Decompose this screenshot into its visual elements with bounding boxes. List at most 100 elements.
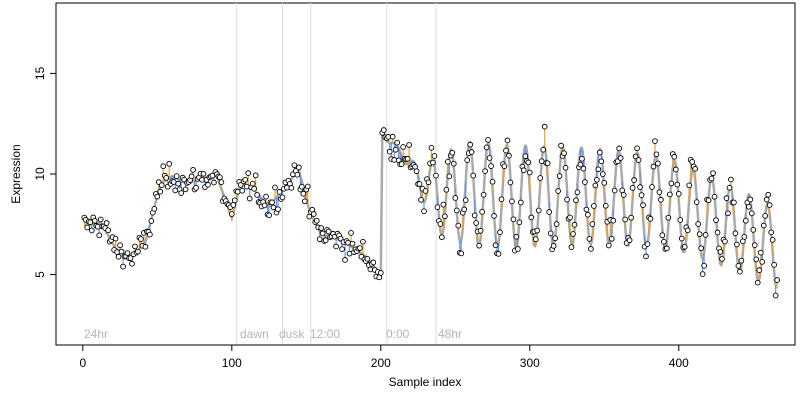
data-point [647,215,654,222]
data-point [652,138,658,145]
data-point [339,246,345,252]
data-point [243,183,250,190]
data-point [193,184,199,191]
data-point [370,259,377,266]
data-point [112,235,119,242]
data-point [722,238,728,245]
data-point [520,167,527,174]
data-point [357,245,363,251]
data-point [768,229,775,236]
data-point [760,222,767,229]
data-point [443,186,450,193]
data-point [577,161,584,168]
data-point [425,179,432,186]
data-point [692,165,699,172]
data-point [693,199,700,205]
data-point [510,216,517,223]
data-point [653,151,660,158]
data-point [477,227,484,234]
data-point [300,190,307,197]
data-point [406,142,412,148]
data-point [580,165,587,172]
data-point [586,235,593,242]
data-point [708,175,715,182]
data-point [589,221,596,227]
data-point [573,197,579,204]
data-point [251,185,258,192]
data-point [731,199,737,206]
data-point [747,196,754,203]
data-point [757,249,764,256]
data-point [585,211,591,218]
data-point [734,241,740,248]
data-point [588,246,594,252]
annotation-label: 0:00 [386,327,410,341]
y-axis: 5 10 15 [33,66,57,278]
data-point [591,203,597,209]
data-point [218,179,225,185]
data-point [608,235,615,242]
data-point [486,155,493,161]
data-point [561,150,567,157]
data-point [190,167,196,173]
data-point [656,189,663,195]
data-point [450,160,457,167]
data-point [759,259,766,265]
data-point [684,227,691,234]
data-point [431,153,438,159]
data-point [503,147,509,154]
data-point [689,159,696,165]
data-point [276,189,283,195]
data-point [205,181,211,188]
data-point [655,160,661,167]
data-point [678,235,685,242]
data-point [710,170,716,177]
data-point [413,168,420,175]
data-point [728,176,734,183]
data-point [518,199,524,206]
data-point [705,197,712,204]
data-point [348,230,354,236]
data-point [178,190,185,196]
data-point [686,182,693,189]
data-point [84,224,91,231]
data-point [601,179,608,186]
data-point [753,256,760,263]
data-point [157,188,164,195]
annotation-label: dusk [279,327,305,341]
y-tick-label: 15 [33,66,47,80]
data-point [737,268,743,275]
data-point [261,202,268,209]
data-point [318,225,325,231]
data-point [483,144,490,151]
data-point [672,166,679,173]
data-point [254,192,260,198]
data-point [173,173,180,179]
data-point [643,253,649,260]
data-point [596,149,603,156]
data-point [713,217,719,224]
data-point [497,229,503,236]
data-point [97,216,104,223]
data-point [640,202,646,208]
data-point [540,146,547,153]
data-point [319,230,326,237]
data-point [470,172,477,179]
data-point [105,227,111,234]
annotation-label: 24hr [84,327,108,341]
data-point [763,196,770,203]
data-point [364,255,371,262]
data-point [217,174,223,181]
data-point [468,149,475,155]
data-point [400,144,407,150]
data-point [637,184,643,190]
data-point [675,190,682,197]
data-point [632,153,639,160]
data-point [394,139,401,146]
data-point [129,260,135,267]
data-point [127,255,134,261]
data-point [301,198,308,205]
data-point [726,184,733,191]
data-point [528,214,535,221]
